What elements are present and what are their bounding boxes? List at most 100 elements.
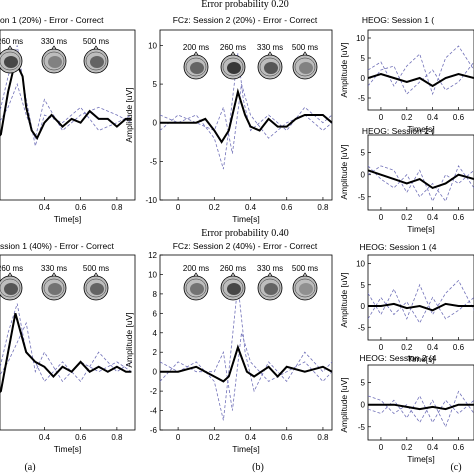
panel-b-bottom-ytick-label: 8 bbox=[153, 290, 158, 299]
panel-a-top-title: on 1 (20%) - Error - Correct bbox=[0, 15, 104, 25]
panel-a-bottom-topo-label-2: 500 ms bbox=[83, 264, 109, 273]
panel-a-top-topo-label-1: 330 ms bbox=[41, 37, 67, 46]
panel-a-bottom-topomap-contour-1 bbox=[43, 278, 65, 298]
panel-a-bottom-topomap-core-1 bbox=[48, 283, 62, 295]
panel-a-bottom-topomap-contour-0 bbox=[0, 278, 21, 298]
panel-c1-session-line-0 bbox=[368, 45, 474, 96]
panel-b-bottom-topomap-contour-3 bbox=[294, 278, 316, 298]
panel-a-bottom-topomap-core-0 bbox=[4, 283, 18, 295]
panel-c2-ytick-label: 5 bbox=[361, 149, 366, 158]
panel-c4-xtick-label: 0.4 bbox=[427, 443, 439, 452]
panel-b-bottom-topomap-nose-0 bbox=[193, 272, 199, 277]
panel-c1-axes bbox=[367, 29, 474, 111]
panel-b-top-topo-label-1: 260 ms bbox=[220, 43, 246, 52]
panel-c1-mean-line bbox=[368, 72, 474, 88]
panel-b-bottom-topo-label-3: 500 ms bbox=[292, 264, 318, 273]
panel-c3-xtick-label: 0.4 bbox=[427, 343, 439, 352]
panel-c1-xtick-label: 0 bbox=[379, 113, 384, 122]
panel-b-bottom-topomap-nose-1 bbox=[230, 272, 236, 277]
section-title-0: Error probability 0.20 bbox=[201, 0, 288, 10]
panel-c2-ylabel: Amplitude [uV] bbox=[339, 144, 349, 199]
panel-label-b: (b) bbox=[252, 462, 264, 473]
panel-c2-xtick-label: 0.4 bbox=[427, 213, 439, 222]
panel-a-top-topomap-nose-2 bbox=[93, 45, 99, 50]
panel-b-top-ytick-label: 0 bbox=[153, 119, 158, 128]
panel-c3-session-line-1 bbox=[368, 296, 474, 324]
panel-b-top-xtick-label: 0 bbox=[176, 203, 181, 212]
panel-c2-xtick-label: 0.6 bbox=[453, 213, 465, 222]
panel-c2-xlabel: Time[s] bbox=[407, 224, 435, 234]
panel-c3-ytick-label: 5 bbox=[361, 281, 366, 290]
panel-b-top-ytick-label: -10 bbox=[145, 196, 157, 205]
panel-b-bottom-topo-label-1: 260 ms bbox=[220, 264, 246, 273]
panel-b-bottom-session-line-0 bbox=[160, 284, 332, 421]
panel-b-top-topomap-core-2 bbox=[264, 62, 278, 74]
panel-b-top-topomap-nose-0 bbox=[193, 51, 199, 56]
panel-b-top-topomap-contour-2 bbox=[259, 57, 281, 77]
panel-b-bottom-axes bbox=[159, 254, 333, 431]
panel-c2-session-line-1 bbox=[368, 165, 474, 203]
panel-a-top-topomap-contour-0 bbox=[0, 51, 21, 71]
panel-c2-axes bbox=[367, 134, 474, 211]
panel-a-bottom-topo-label-0: 260 ms bbox=[0, 264, 23, 273]
panel-b-bottom-xtick-label: 0 bbox=[176, 433, 181, 442]
panel-b-bottom-session-line-1 bbox=[160, 332, 332, 411]
panel-c3-axes bbox=[367, 254, 474, 341]
panel-b-bottom-xtick-label: 0.8 bbox=[317, 433, 329, 442]
panel-b-bottom-topomap-contour-0 bbox=[185, 278, 207, 298]
panel-a-bottom-session-line-1 bbox=[0, 321, 132, 383]
panel-b-top-topomap-core-0 bbox=[190, 62, 204, 74]
panel-c2-ytick-label: -5 bbox=[358, 193, 366, 202]
panel-c4-ytick-label: -5 bbox=[358, 423, 366, 432]
panel-b-bottom-topomap-nose-2 bbox=[267, 272, 273, 277]
panel-a-bottom-xtick-label: 0.4 bbox=[39, 433, 51, 442]
panel-b-top-xtick-label: 0.6 bbox=[281, 203, 293, 212]
panel-b-top-topomap-contour-0 bbox=[185, 57, 207, 77]
panel-c2-xtick-label: 0 bbox=[379, 213, 384, 222]
panel-a-top-topomap-contour-1 bbox=[43, 51, 65, 71]
panel-b-bottom-topomap-core-3 bbox=[299, 283, 313, 295]
panel-c1-ytick-label: 0 bbox=[361, 74, 366, 83]
panel-a-top-xtick-label: 0.8 bbox=[111, 203, 123, 212]
panel-a-bottom-topomap-nose-1 bbox=[51, 272, 57, 277]
panel-c1-title: HEOG: Session 1 ( bbox=[362, 15, 434, 25]
panel-c4-session-line-1 bbox=[368, 395, 474, 424]
panel-b-bottom-ytick-label: 12 bbox=[148, 251, 157, 260]
panel-b-top-topomap-nose-1 bbox=[230, 51, 236, 56]
panel-a-bottom-xtick-label: 0.6 bbox=[75, 433, 87, 442]
panel-c4-axes bbox=[367, 364, 474, 441]
panel-b-top-topomap-nose-3 bbox=[302, 51, 308, 56]
panel-a-top-mean-line bbox=[0, 57, 132, 141]
panel-b-bottom-xtick-label: 0.4 bbox=[245, 433, 257, 442]
panel-c2-mean-line bbox=[368, 169, 474, 190]
panel-b-top-topomap-nose-2 bbox=[267, 51, 273, 56]
panel-b-top-topomap-core-3 bbox=[299, 62, 313, 74]
panel-c3-xlabel: Time[s] bbox=[407, 354, 435, 364]
panel-b-bottom-ytick-label: -6 bbox=[150, 426, 158, 435]
panel-b-top-topomap-contour-1 bbox=[222, 57, 244, 77]
panel-a-top-xtick-label: 0.4 bbox=[39, 203, 51, 212]
panel-b-bottom-ytick-label: -2 bbox=[150, 387, 158, 396]
panel-b-bottom-topomap-contour-2 bbox=[259, 278, 281, 298]
panel-a-top-topo-label-2: 500 ms bbox=[83, 37, 109, 46]
panel-a-top-topomap-nose-1 bbox=[51, 45, 57, 50]
panel-a-bottom-title: ssion 1 (40%) - Error - Correct bbox=[0, 241, 114, 251]
panel-c3-mean-line bbox=[368, 302, 474, 312]
panel-b-bottom-xtick-label: 0.6 bbox=[281, 433, 293, 442]
panel-b-bottom-title: FCz: Session 2 (40%) - Error - Correct bbox=[173, 241, 318, 251]
panel-a-top-session-line-1 bbox=[0, 82, 132, 140]
panel-b-bottom-ytick-label: 6 bbox=[153, 309, 158, 318]
panel-b-top-ylabel: Amplitude [uV] bbox=[124, 87, 134, 142]
panel-b-bottom-ylabel: Amplitude [uV] bbox=[124, 312, 134, 367]
panel-c4-ytick-label: 0 bbox=[361, 401, 366, 410]
panel-c4-ylabel: Amplitude [uV] bbox=[339, 377, 349, 432]
panel-label-c: (c) bbox=[450, 462, 461, 473]
panel-a-top-xlabel: Time[s] bbox=[54, 214, 82, 224]
panel-b-top-ytick-label: -5 bbox=[150, 157, 158, 166]
panel-label-a: (a) bbox=[24, 462, 35, 473]
panel-b-bottom-topomap-core-1 bbox=[227, 283, 241, 295]
panel-b-bottom-topomap-contour-1 bbox=[222, 278, 244, 298]
panel-c3-xtick-label: 0.6 bbox=[453, 343, 465, 352]
panel-c1-ytick-label: -5 bbox=[358, 94, 366, 103]
